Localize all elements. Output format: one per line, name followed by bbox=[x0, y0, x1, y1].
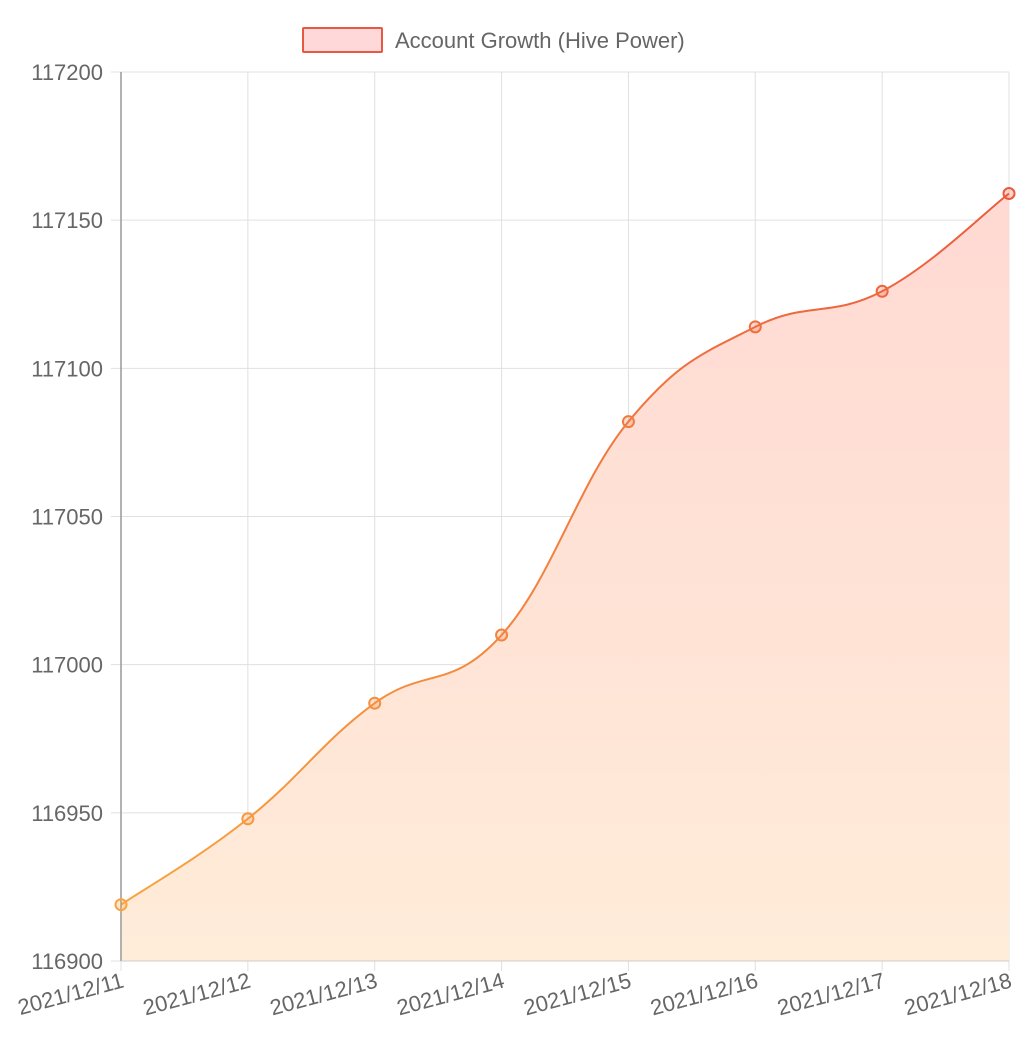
y-tick-label: 117150 bbox=[31, 208, 103, 233]
legend[interactable]: Account Growth (Hive Power) bbox=[302, 27, 685, 53]
y-tick-label: 117100 bbox=[31, 356, 103, 381]
area-layer bbox=[120, 192, 1010, 961]
x-tick-label: 2021/12/11 bbox=[15, 968, 126, 1020]
data-point[interactable] bbox=[368, 696, 382, 710]
y-tick-label: 117050 bbox=[31, 505, 103, 530]
y-tick-label: 117000 bbox=[31, 653, 103, 678]
x-tick-label: 2021/12/15 bbox=[521, 968, 634, 1021]
data-point[interactable] bbox=[1002, 186, 1016, 200]
axes bbox=[120, 72, 1009, 962]
data-point[interactable] bbox=[114, 898, 128, 912]
data-point[interactable] bbox=[748, 320, 762, 334]
data-points bbox=[114, 186, 1016, 912]
y-tick-label: 117200 bbox=[31, 60, 103, 85]
x-tick-label: 2021/12/17 bbox=[775, 968, 888, 1021]
x-tick-label: 2021/12/16 bbox=[648, 968, 761, 1021]
x-tick-label: 2021/12/12 bbox=[140, 968, 253, 1021]
x-axis-ticks: 2021/12/11 2021/12/12 2021/12/13 2021/12/14… bbox=[15, 968, 1014, 1021]
y-axis-ticks: 116900 116950 117000 117050 117100 117150 1172… bbox=[31, 60, 103, 974]
x-tick-label: 2021/12/18 bbox=[901, 968, 1014, 1021]
series-area-fill bbox=[121, 193, 1009, 961]
series-line bbox=[120, 192, 1010, 906]
legend-swatch[interactable] bbox=[302, 27, 383, 53]
data-point[interactable] bbox=[495, 628, 509, 642]
data-point[interactable] bbox=[241, 812, 255, 826]
y-tick-label: 116900 bbox=[31, 949, 103, 974]
legend-label[interactable]: Account Growth (Hive Power) bbox=[395, 28, 685, 53]
x-tick-label: 2021/12/14 bbox=[394, 968, 507, 1021]
x-tick-label: 2021/12/13 bbox=[267, 968, 380, 1021]
y-tick-label: 116950 bbox=[31, 801, 103, 826]
data-point[interactable] bbox=[621, 415, 635, 429]
data-point[interactable] bbox=[875, 284, 889, 298]
